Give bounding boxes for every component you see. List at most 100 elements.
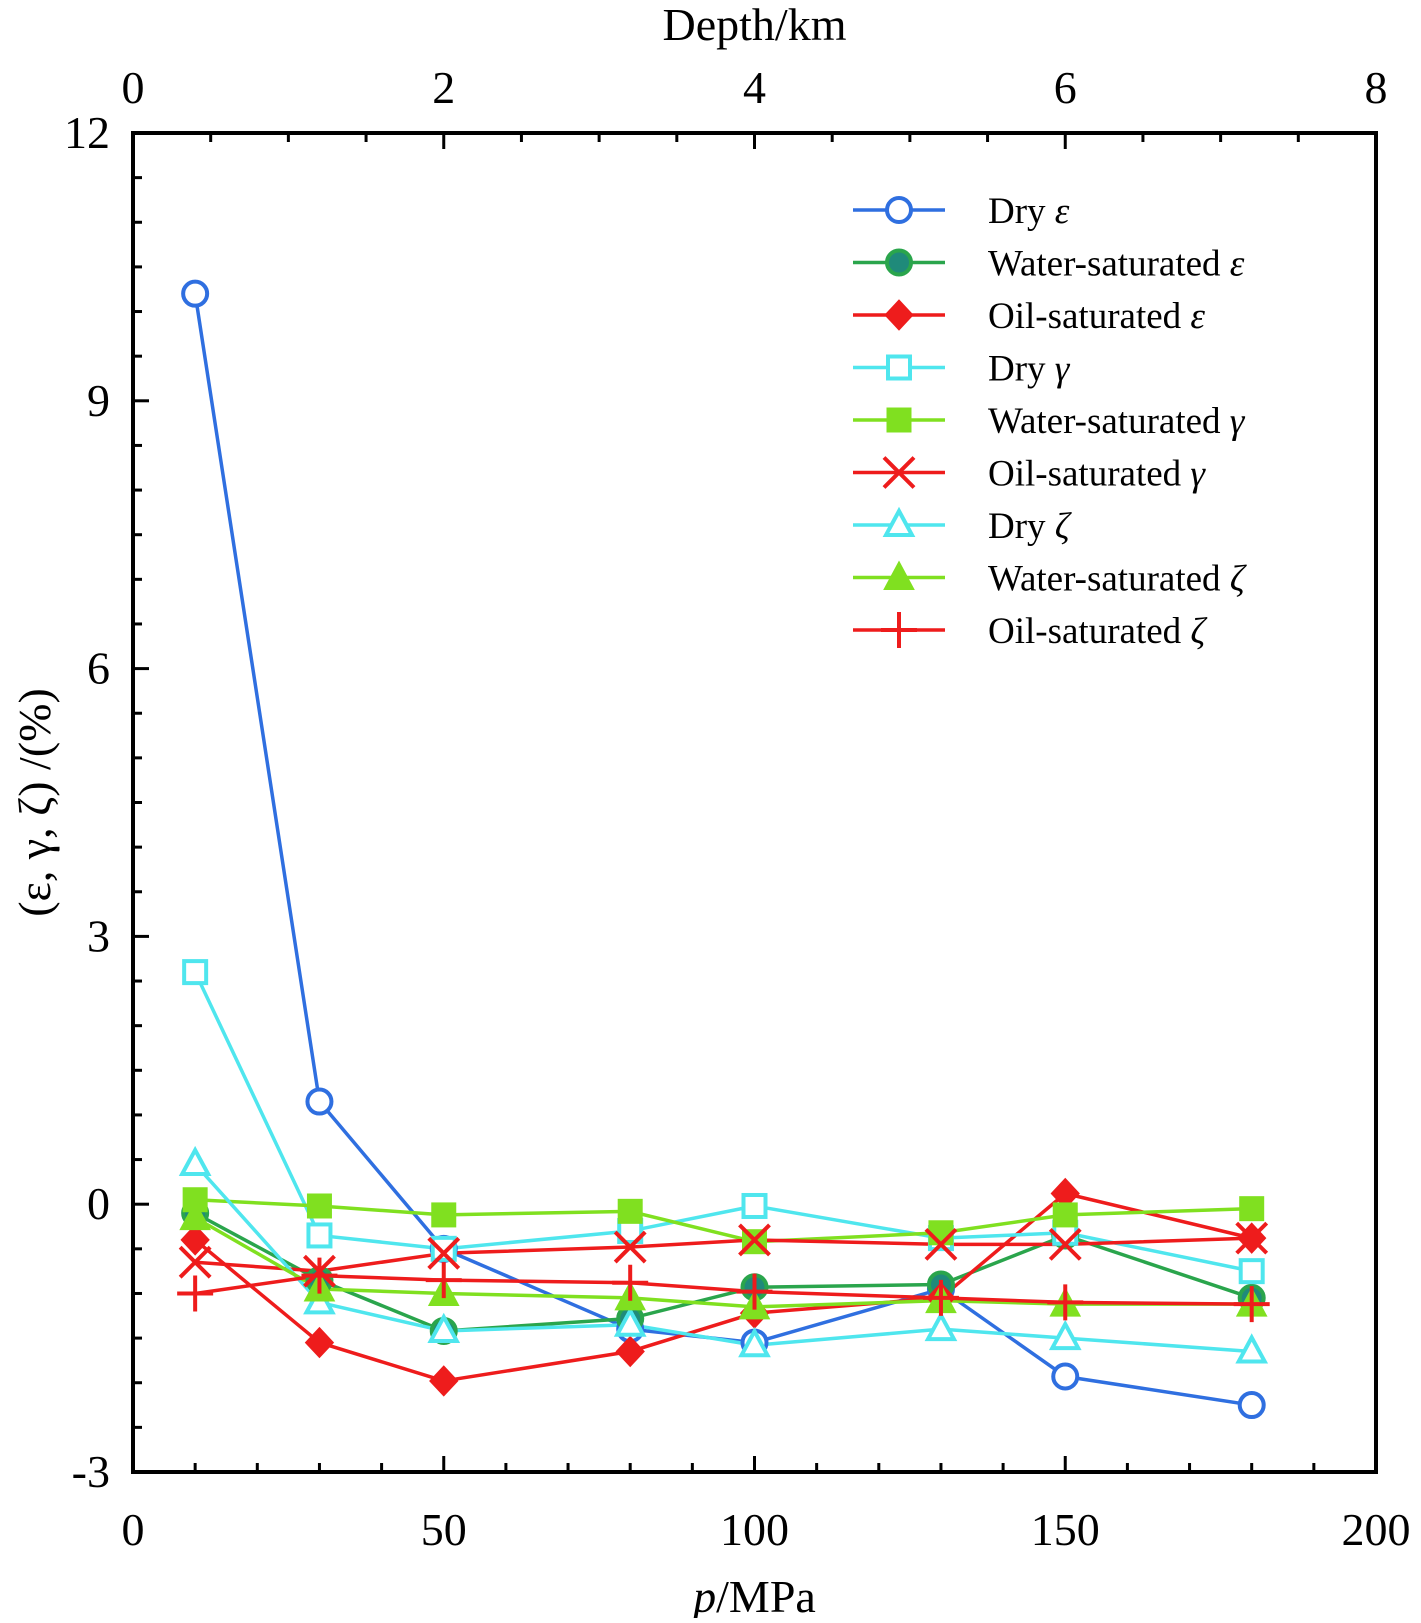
y-tick-label: 6 (87, 643, 110, 694)
x-axis-title-unit: /MPa (716, 1571, 816, 1618)
legend-item: Oil-saturated ζ (853, 611, 1208, 652)
legend: Dry ε Water-saturated ε Oil-saturated ε Dry… (853, 191, 1248, 652)
data-point-oil-saturated-x (178, 1245, 212, 1279)
data-point-water-saturated-square-filled (1239, 1196, 1265, 1222)
legend-item: Water-saturated γ (853, 401, 1246, 442)
data-point-oil-saturated-diamond-filled (180, 1224, 210, 1256)
data-point-dry-square-open (430, 1235, 457, 1262)
legend-label: Water-saturated ε (988, 244, 1245, 285)
top-tick-label: 6 (1054, 62, 1077, 113)
data-point-oil-saturated-plus (301, 1257, 338, 1294)
data-point-dry-triangle-open (738, 1327, 771, 1358)
data-point-water-saturated-square-filled (306, 1193, 332, 1219)
data-point-dry-circle-open (305, 1087, 334, 1116)
x-axis-title-italic: p (690, 1571, 716, 1618)
top-tick-label: 2 (432, 62, 455, 113)
legend-marker (885, 248, 913, 277)
data-point-dry-circle-open (1051, 1362, 1080, 1391)
x-tick-label: 50 (421, 1504, 467, 1555)
legend-label: Oil-saturated ζ (988, 611, 1208, 652)
legend-item: Water-saturated ζ (853, 559, 1248, 600)
legend-label: Dry γ (988, 349, 1071, 390)
data-point-oil-saturated-plus (922, 1279, 959, 1316)
data-point-dry-triangle-open (178, 1145, 212, 1177)
legend-label: Water-saturated γ (988, 401, 1246, 442)
top-tick-label: 0 (122, 62, 145, 113)
data-point-dry-square-open (182, 959, 209, 986)
top-tick-label: 4 (743, 62, 766, 113)
legend-item: Oil-saturated ε (853, 296, 1205, 337)
data-point-dry-triangle-open (1235, 1333, 1269, 1364)
series-lines-layer (193, 293, 1253, 1407)
data-point-oil-saturated-x (427, 1236, 461, 1270)
series-line-3-dry-square-open (193, 971, 1253, 1273)
data-point-oil-saturated-plus (1047, 1284, 1084, 1321)
data-point-oil-saturated-x (1048, 1227, 1082, 1261)
series-line-4-water-saturated-square-filled (195, 1197, 1252, 1244)
series-line-7-water-saturated-triangle-filled (194, 1216, 1252, 1309)
data-point-oil-saturated-x (1235, 1221, 1269, 1255)
y-tick-label: 9 (87, 375, 110, 426)
top-tick-label: 8 (1365, 62, 1388, 113)
x-tick-label: 150 (1031, 1504, 1100, 1555)
data-point-oil-saturated-plus (736, 1273, 773, 1310)
x-tick-label: 100 (720, 1504, 789, 1555)
data-point-dry-square-open (741, 1192, 768, 1219)
data-point-oil-saturated-plus (177, 1275, 214, 1312)
legend-marker (886, 354, 912, 381)
data-point-dry-circle-open (1237, 1391, 1266, 1420)
x-tick-label: 200 (1342, 1504, 1411, 1555)
data-point-oil-saturated-plus (612, 1264, 649, 1301)
data-point-oil-saturated-diamond-filled (304, 1326, 335, 1359)
legend-marker (882, 456, 916, 489)
plot-frame (131, 131, 1378, 1474)
data-point-oil-saturated-x (924, 1227, 958, 1261)
x-tick-label: 0 (122, 1504, 145, 1555)
y-tick-label: 0 (87, 1178, 110, 1229)
data-point-dry-triangle-open (1048, 1319, 1082, 1351)
series-line-1-water-saturated-circle-filled (194, 1211, 1253, 1333)
legend-item: Water-saturated ε (853, 244, 1245, 285)
data-point-oil-saturated-diamond-filled (615, 1335, 645, 1368)
data-point-water-saturated-square-filled (1052, 1202, 1078, 1228)
y-tick-label: 12 (64, 107, 110, 158)
legend-marker (882, 506, 916, 537)
legend-marker (883, 560, 915, 590)
x-axis-title: p/MPa (690, 1571, 816, 1618)
data-point-water-saturated-square-filled (431, 1202, 457, 1228)
data-point-dry-triangle-open (427, 1312, 461, 1343)
data-point-oil-saturated-x (613, 1230, 647, 1264)
y-tick-label: -3 (72, 1446, 110, 1497)
data-point-water-saturated-square-filled (928, 1220, 954, 1246)
data-point-dry-square-open (1238, 1258, 1265, 1285)
data-point-oil-saturated-diamond-filled (429, 1365, 459, 1397)
legend-label: Oil-saturated ε (988, 296, 1205, 337)
data-point-dry-triangle-open (613, 1306, 647, 1337)
data-point-dry-triangle-open (924, 1310, 958, 1342)
legend-marker (884, 299, 914, 331)
series-line-6-dry-triangle-open (193, 1162, 1252, 1354)
data-point-oil-saturated-x (738, 1223, 771, 1257)
legend-label: Oil-saturated γ (988, 454, 1206, 495)
data-point-oil-saturated-plus (1233, 1286, 1270, 1323)
legend-marker (881, 612, 917, 648)
y-axis-title: (ε, γ, ζ) /(%) (9, 688, 60, 917)
legend-marker (885, 196, 913, 224)
legend-label: Dry ζ (988, 506, 1073, 547)
legend-item: Dry γ (853, 349, 1071, 390)
data-point-dry-square-open (306, 1222, 333, 1249)
data-point-water-saturated-triangle-filled (179, 1200, 211, 1231)
series-line-8-oil-saturated-plus (194, 1273, 1252, 1306)
series-line-2-oil-saturated-diamond-filled (194, 1191, 1253, 1383)
series-line-5-oil-saturated-x (195, 1236, 1252, 1273)
data-point-dry-circle-open (181, 279, 210, 308)
legend-label: Dry ε (988, 191, 1070, 232)
legend-label: Water-saturated ζ (988, 559, 1248, 600)
legend-marker (886, 407, 912, 433)
top-axis-title: Depth/km (663, 0, 847, 50)
legend-item: Oil-saturated γ (853, 454, 1206, 495)
data-point-water-saturated-square-filled (617, 1198, 643, 1224)
